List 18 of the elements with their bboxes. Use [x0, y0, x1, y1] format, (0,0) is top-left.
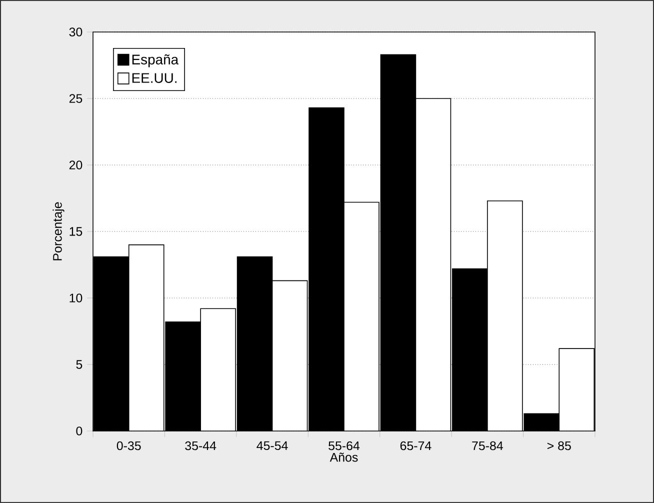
- y-tick-label: 10: [70, 294, 82, 302]
- legend-label: España: [132, 54, 179, 68]
- x-axis-title: Años: [330, 452, 358, 462]
- y-tick-label: 20: [69, 160, 82, 170]
- y-axis-title: Porcentaje: [52, 202, 64, 260]
- x-tick-label: 75-84: [472, 441, 503, 450]
- y-tick-label: 30: [69, 28, 82, 36]
- y-tick-label: 15: [70, 227, 82, 236]
- x-tick-label: 35-44: [185, 441, 216, 450]
- y-tick-label: 25: [69, 94, 82, 103]
- x-tick-label: > 85: [547, 441, 571, 450]
- y-tick-label: 0: [76, 426, 82, 436]
- x-tick-label: 65-74: [400, 441, 432, 450]
- x-tick-label: 45-54: [256, 441, 288, 450]
- legend-label: EE.UU.: [132, 73, 176, 83]
- y-tick-label: 5: [76, 360, 82, 369]
- x-tick-label: 55-64: [328, 441, 360, 450]
- x-tick-label: 0-35: [116, 441, 141, 450]
